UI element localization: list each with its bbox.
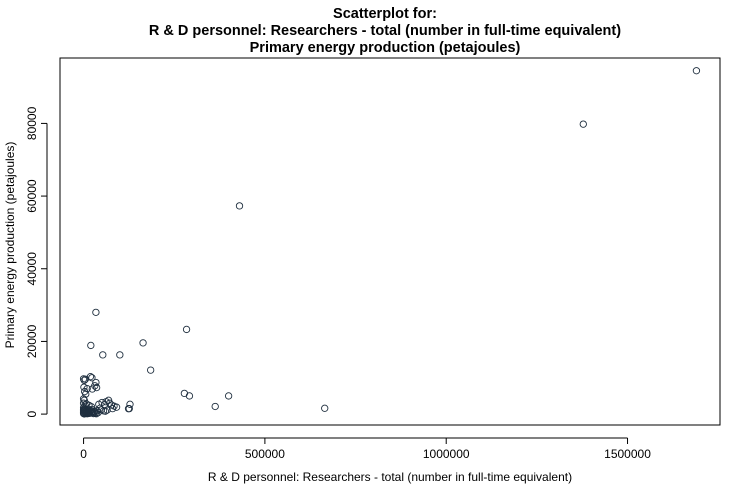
data-point-7 <box>116 351 124 359</box>
data-point-22 <box>88 374 96 382</box>
data-point-28 <box>92 383 101 392</box>
data-point-52 <box>103 406 111 414</box>
plot-frame <box>59 57 721 426</box>
data-point-51 <box>101 407 109 415</box>
data-point-27 <box>88 385 96 393</box>
data-point-1 <box>579 120 587 128</box>
data-point-47 <box>108 404 117 413</box>
data-point-21 <box>86 373 95 381</box>
chart-title-line-2: R & D personnel: Researchers - total (nu… <box>148 23 622 39</box>
x-tick-label-3: 1500000 <box>604 447 651 461</box>
data-point-13 <box>211 402 219 411</box>
data-point-17 <box>125 404 133 413</box>
data-point-5 <box>87 341 95 350</box>
data-point-87 <box>80 409 88 417</box>
data-point-56 <box>94 408 102 417</box>
data-point-23 <box>92 378 100 387</box>
chart-title-line-3: Primary energy production (petajoules) <box>249 40 521 56</box>
x-tick-label-2: 1000000 <box>423 447 470 461</box>
data-point-25 <box>80 383 88 391</box>
data-point-9 <box>147 366 155 374</box>
data-point-19 <box>80 376 88 384</box>
data-point-6 <box>139 339 147 347</box>
data-point-11 <box>185 392 194 400</box>
y-tick-label-2: 40000 <box>25 252 39 286</box>
x-axis-label: R & D personnel: Researchers - total (nu… <box>207 470 573 484</box>
data-point-12 <box>224 392 233 400</box>
chart-title-line-1: Scatterplot for: <box>333 6 437 22</box>
x-tick-label-0: 0 <box>80 447 87 461</box>
x-tick-label-1: 500000 <box>245 447 285 461</box>
data-point-15 <box>126 400 134 408</box>
data-point-83 <box>90 408 98 417</box>
y-tick-label-0: 0 <box>25 410 39 417</box>
y-tick-label-4: 80000 <box>25 106 39 140</box>
data-point-32 <box>80 396 88 404</box>
data-point-0 <box>692 67 701 75</box>
data-point-4 <box>182 325 191 334</box>
data-point-2 <box>235 202 244 210</box>
data-point-85 <box>92 410 100 418</box>
y-tick-label-1: 20000 <box>25 324 39 358</box>
y-tick-label-3: 60000 <box>25 179 39 213</box>
data-point-3 <box>92 308 100 317</box>
data-point-46 <box>112 403 121 411</box>
data-point-8 <box>99 351 107 359</box>
y-axis-label: Primary energy production (petajoules) <box>3 141 17 349</box>
data-point-14 <box>321 404 329 412</box>
